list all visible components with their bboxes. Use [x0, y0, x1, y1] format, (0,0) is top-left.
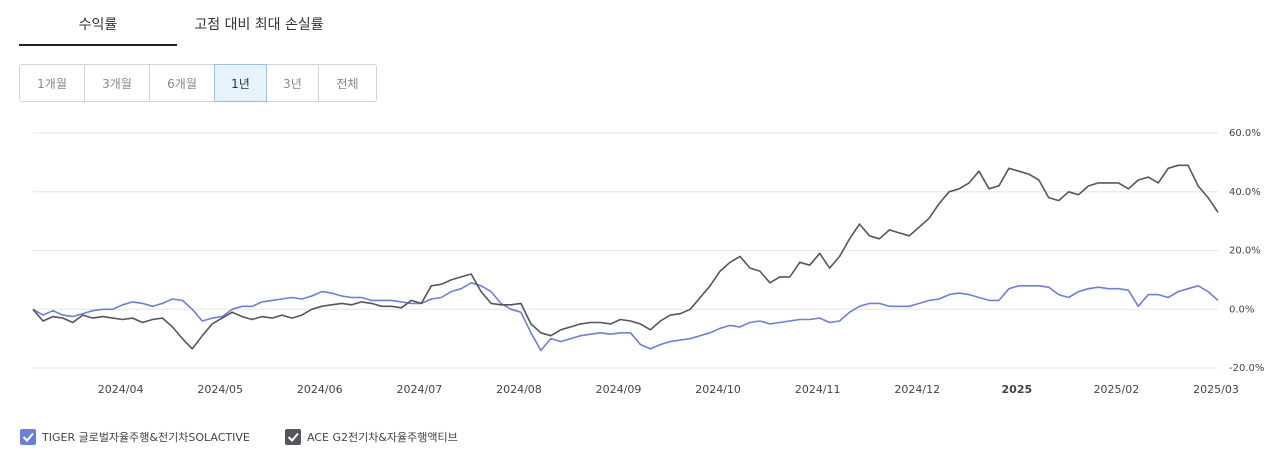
tab[interactable]: 고점 대비 최대 손실률	[194, 17, 324, 33]
x-tick-label: 2024/10	[695, 383, 741, 396]
x-tick-label: 2024/04	[98, 383, 144, 396]
check-mark	[22, 432, 34, 442]
x-tick-label: 2025/03	[1193, 383, 1239, 396]
period-button[interactable]: 1개월	[19, 64, 85, 102]
x-tick-label: 2024/06	[297, 383, 343, 396]
period-button[interactable]: 3년	[266, 64, 319, 102]
period-button[interactable]: 6개월	[149, 64, 215, 102]
y-tick-label: 60.0%	[1229, 128, 1261, 139]
x-tick-label: 2024/12	[894, 383, 940, 396]
y-tick-label: 20.0%	[1229, 246, 1261, 257]
x-tick-label: 2025/02	[1094, 383, 1140, 396]
x-tick-label: 2024/08	[496, 383, 542, 396]
x-tick-label: 2024/07	[397, 383, 443, 396]
legend-label: TIGER 글로벌자율주행&전기차SOLACTIVE	[41, 431, 250, 444]
legend-checkbox[interactable]	[20, 429, 36, 445]
y-tick-label: 40.0%	[1229, 187, 1261, 198]
x-tick-label: 2024/09	[596, 383, 642, 396]
x-tick-label: 2024/05	[197, 383, 243, 396]
legend-item[interactable]: ACE G2전기차&자율주행액티브	[285, 429, 458, 445]
legend-checkbox[interactable]	[285, 429, 301, 445]
period-selector: 1개월 3개월 6개월 1년 3년 전체	[19, 64, 377, 102]
check-mark	[287, 432, 299, 442]
period-button[interactable]: 전체	[318, 64, 377, 102]
x-tick-label: 2025	[1002, 383, 1033, 396]
period-button[interactable]: 1년	[214, 64, 267, 102]
legend-item[interactable]: TIGER 글로벌자율주행&전기차SOLACTIVE	[20, 429, 250, 445]
legend-label: ACE G2전기차&자율주행액티브	[307, 431, 458, 444]
period-button[interactable]: 3개월	[84, 64, 150, 102]
tab[interactable]: 수익률	[19, 14, 177, 46]
x-tick-label: 2024/11	[795, 383, 841, 396]
series-line	[32, 282, 1219, 352]
y-tick-label: 0.0%	[1229, 304, 1254, 315]
y-tick-label: -20.0%	[1229, 363, 1264, 374]
series-line	[32, 164, 1219, 350]
